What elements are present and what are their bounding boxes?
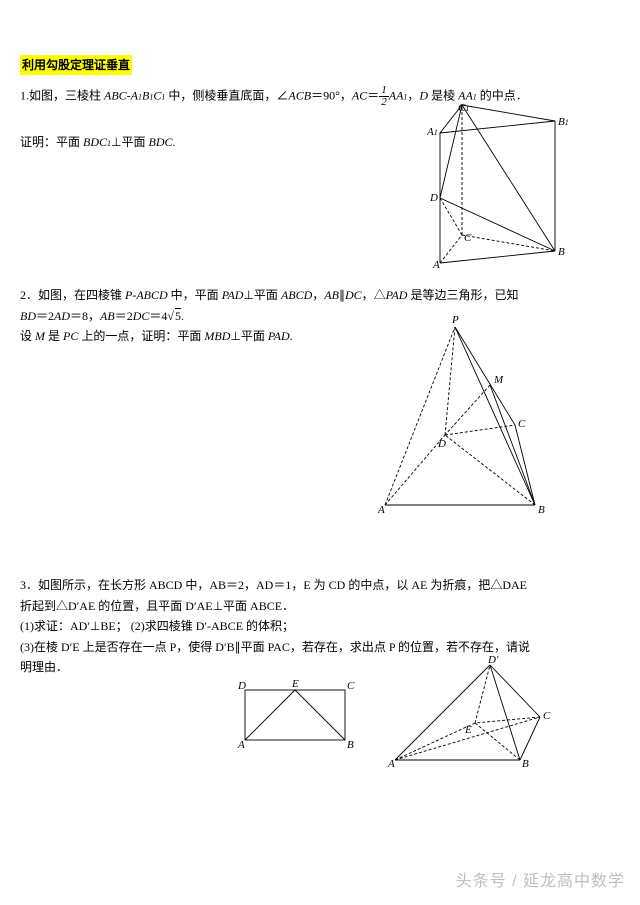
p3-l2: 折起到△D′AE 的位置，且平面 D′AE⊥平面 ABCE．: [20, 596, 620, 616]
p2-line1: 2．如图，在四棱锥 P-ABCD 中，平面 PAD⊥平面 ABCD，AB∥DC，…: [20, 285, 620, 305]
problem-2: 2．如图，在四棱锥 P-ABCD 中，平面 PAD⊥平面 ABCD，AB∥DC，…: [20, 285, 620, 515]
svg-text:A: A: [432, 259, 440, 268]
p3-l3: (1)求证：AD′⊥BE； (2)求四棱锥 D′-ABCE 的体积；: [20, 616, 620, 636]
watermark: 头条号 / 延龙高中数学: [456, 868, 625, 895]
svg-text:C: C: [518, 418, 526, 430]
figure-3b: A B C E D′: [380, 655, 555, 770]
section-header: 利用勾股定理证垂直: [20, 55, 132, 75]
svg-text:C: C: [464, 232, 472, 244]
figure-2: A B C D P M: [360, 315, 560, 515]
svg-text:P: P: [451, 315, 459, 326]
svg-text:M: M: [493, 374, 504, 386]
svg-text:B: B: [558, 246, 565, 258]
svg-text:C1: C1: [458, 103, 469, 114]
problem-3: 3．如图所示，在长方形 ABCD 中，AB＝2，AD＝1，E 为 CD 的中点，…: [20, 575, 620, 775]
svg-text:D: D: [429, 192, 438, 204]
svg-text:A: A: [237, 739, 245, 751]
svg-text:E: E: [464, 724, 472, 736]
problem-1: 1.如图，三棱柱 ABC-A1B1C1 中，侧棱垂直底面，∠ACB＝90°，AC…: [20, 85, 620, 265]
p3-l1: 3．如图所示，在长方形 ABCD 中，AB＝2，AD＝1，E 为 CD 的中点，…: [20, 575, 620, 595]
svg-text:D: D: [437, 438, 446, 450]
svg-text:A1: A1: [426, 126, 438, 138]
svg-text:B: B: [522, 758, 529, 770]
svg-text:B: B: [538, 504, 545, 515]
svg-text:B: B: [347, 739, 354, 751]
figure-1: A B C D A1 B1 C1: [420, 103, 580, 268]
svg-text:D′: D′: [487, 655, 499, 666]
svg-text:C: C: [347, 680, 355, 692]
figure-3a: A B C D E: [230, 675, 355, 755]
svg-text:D: D: [237, 680, 246, 692]
svg-text:B1: B1: [558, 116, 569, 128]
svg-text:A: A: [387, 758, 395, 770]
svg-text:A: A: [377, 504, 385, 515]
svg-text:E: E: [291, 678, 299, 690]
svg-text:C: C: [543, 710, 551, 722]
p3-l4: (3)在棱 D′E 上是否存在一点 P，使得 D′B∥平面 PAC，若存在，求出…: [20, 637, 620, 657]
